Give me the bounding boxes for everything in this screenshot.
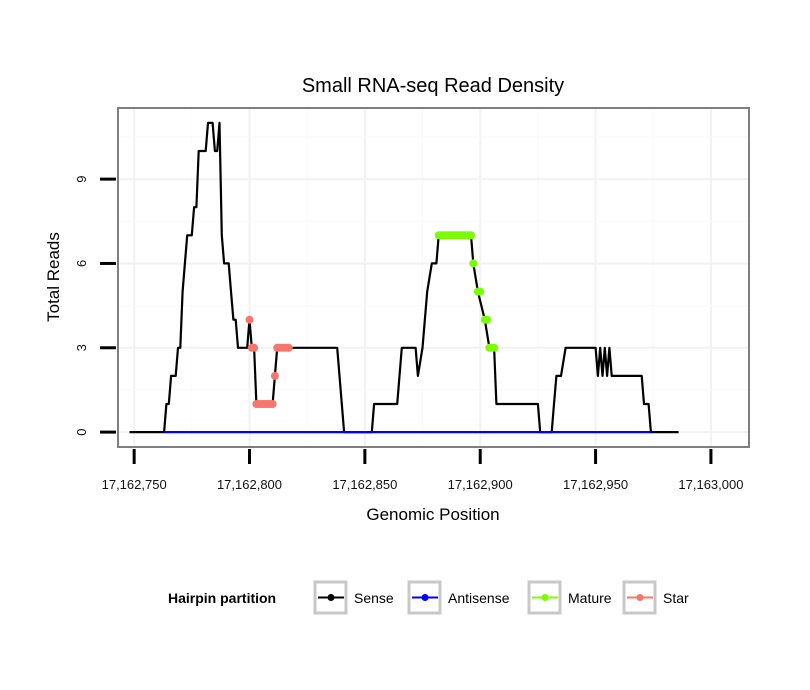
legend-label: Antisense bbox=[448, 590, 510, 606]
x-tick-label: 17,162,950 bbox=[563, 477, 628, 492]
data-point-star bbox=[250, 343, 259, 352]
legend-item-star: Star bbox=[622, 580, 689, 615]
y-tick-label: 6 bbox=[74, 260, 89, 267]
legend-key-marker bbox=[421, 594, 429, 601]
series-layer bbox=[129, 121, 679, 434]
series-mature bbox=[434, 231, 499, 352]
data-point-star bbox=[245, 315, 254, 324]
series-sense bbox=[129, 121, 679, 434]
plot-panel bbox=[117, 107, 750, 448]
x-tick-label: 17,163,000 bbox=[678, 477, 743, 492]
series-line-sense bbox=[129, 121, 679, 434]
panel-border bbox=[117, 107, 750, 448]
y-tick-label: 0 bbox=[74, 428, 89, 435]
data-point-mature bbox=[483, 315, 492, 324]
legend-key-marker bbox=[636, 594, 644, 601]
y-axis: 0 3 6 9 bbox=[74, 175, 116, 436]
data-point-star bbox=[268, 400, 277, 408]
series-star bbox=[245, 315, 293, 408]
x-axis: 17,162,750 17,162,800 17,162,850 17,162,900… bbox=[102, 449, 743, 492]
y-axis-title: Total Reads bbox=[44, 232, 63, 322]
x-tick-label: 17,162,800 bbox=[217, 477, 282, 492]
chart-title: Small RNA-seq Read Density bbox=[302, 75, 564, 97]
data-point-mature bbox=[476, 287, 485, 296]
legend-item-mature: Mature bbox=[527, 580, 612, 615]
legend-item-sense: Sense bbox=[313, 580, 394, 615]
data-point-mature bbox=[469, 259, 478, 268]
legend-title: Hairpin partition bbox=[168, 590, 276, 606]
data-point-mature bbox=[490, 343, 499, 352]
legend-label: Mature bbox=[568, 590, 612, 606]
legend-item-antisense: Antisense bbox=[407, 580, 510, 615]
y-tick-label: 3 bbox=[74, 344, 89, 351]
legend: Hairpin partition Sense Antisense Mature St… bbox=[168, 580, 689, 615]
x-tick-label: 17,162,850 bbox=[332, 477, 397, 492]
data-point-mature bbox=[467, 231, 475, 240]
x-tick-label: 17,162,900 bbox=[448, 477, 513, 492]
data-point-star bbox=[284, 343, 293, 352]
legend-label: Sense bbox=[354, 590, 394, 606]
y-tick-label: 9 bbox=[74, 175, 89, 182]
legend-key-marker bbox=[541, 594, 549, 601]
legend-key-marker bbox=[327, 594, 335, 601]
x-axis-title: Genomic Position bbox=[366, 505, 499, 524]
legend-label: Star bbox=[663, 590, 689, 606]
panel-background bbox=[118, 108, 749, 447]
x-tick-label: 17,162,750 bbox=[102, 477, 167, 492]
data-point-star bbox=[270, 371, 279, 380]
